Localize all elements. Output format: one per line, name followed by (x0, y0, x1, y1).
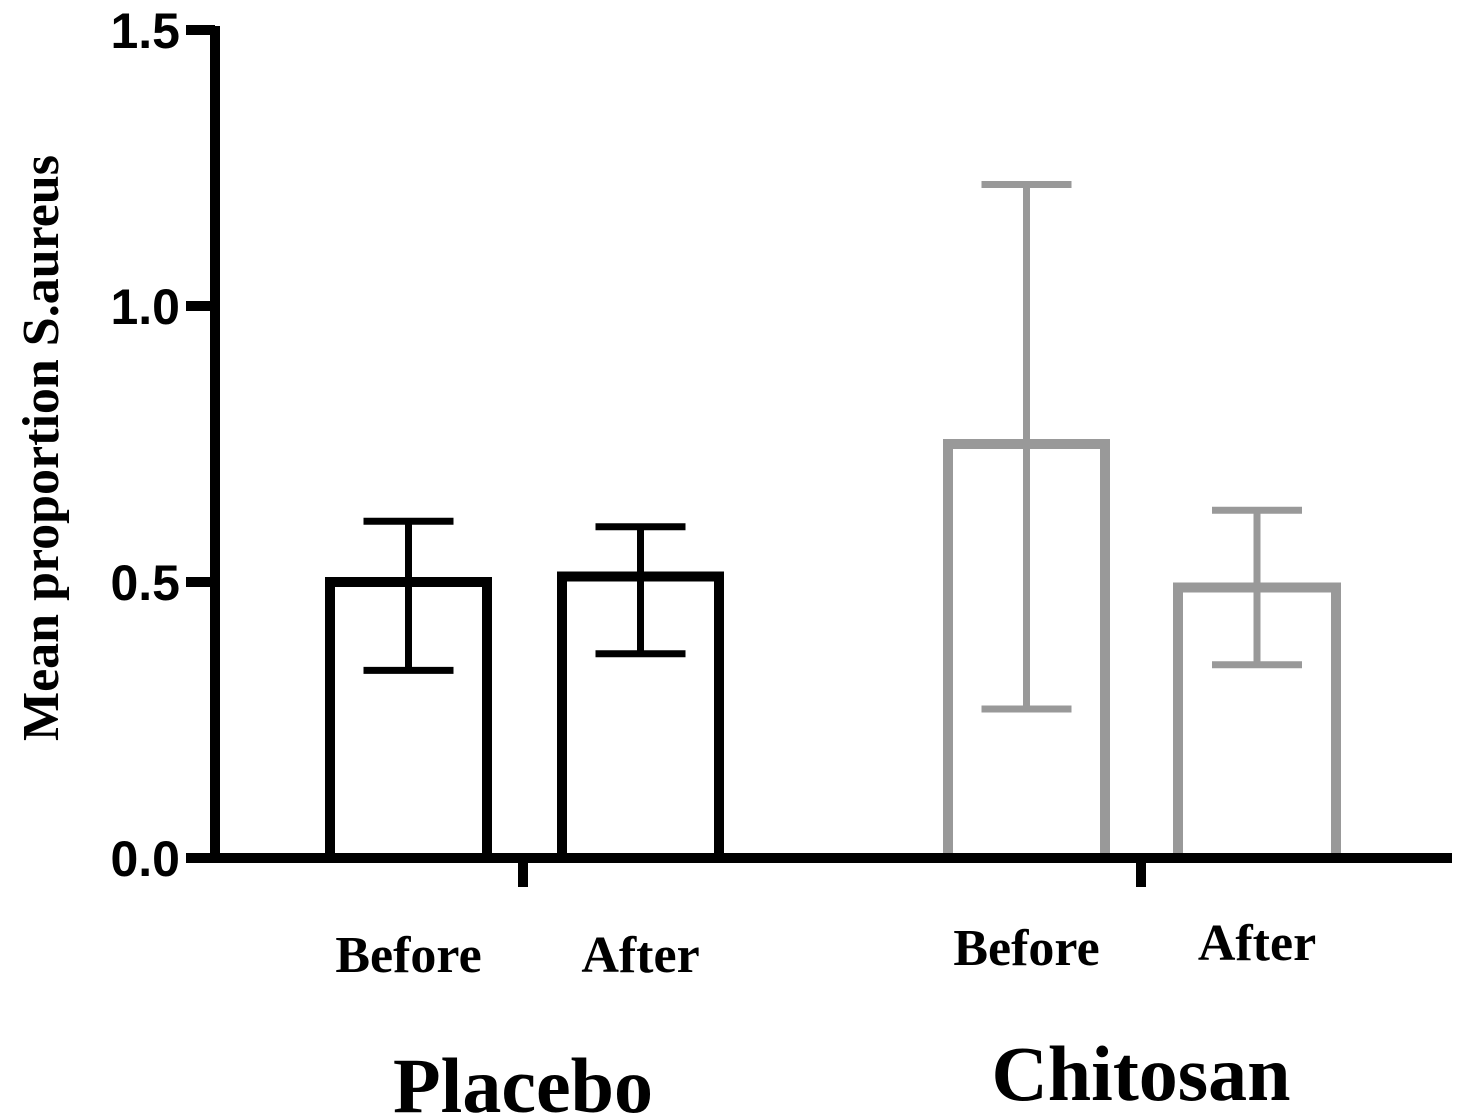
category-label-chitosan-after: After (1198, 915, 1316, 972)
group-label-chitosan: Chitosan (991, 1030, 1290, 1116)
y-tick-label-1.5: 1.5 (110, 3, 180, 59)
category-label-placebo-before: Before (335, 927, 481, 984)
group-label-placebo: Placebo (393, 1042, 653, 1116)
y-tick-label-1.0: 1.0 (110, 279, 180, 335)
y-axis-title: Mean proportion S.aureus (13, 155, 70, 741)
y-tick-label-0.0: 0.0 (110, 831, 180, 887)
y-tick-label-0.5: 0.5 (110, 555, 180, 611)
category-label-placebo-after: After (581, 927, 699, 984)
category-label-chitosan-before: Before (953, 920, 1099, 977)
